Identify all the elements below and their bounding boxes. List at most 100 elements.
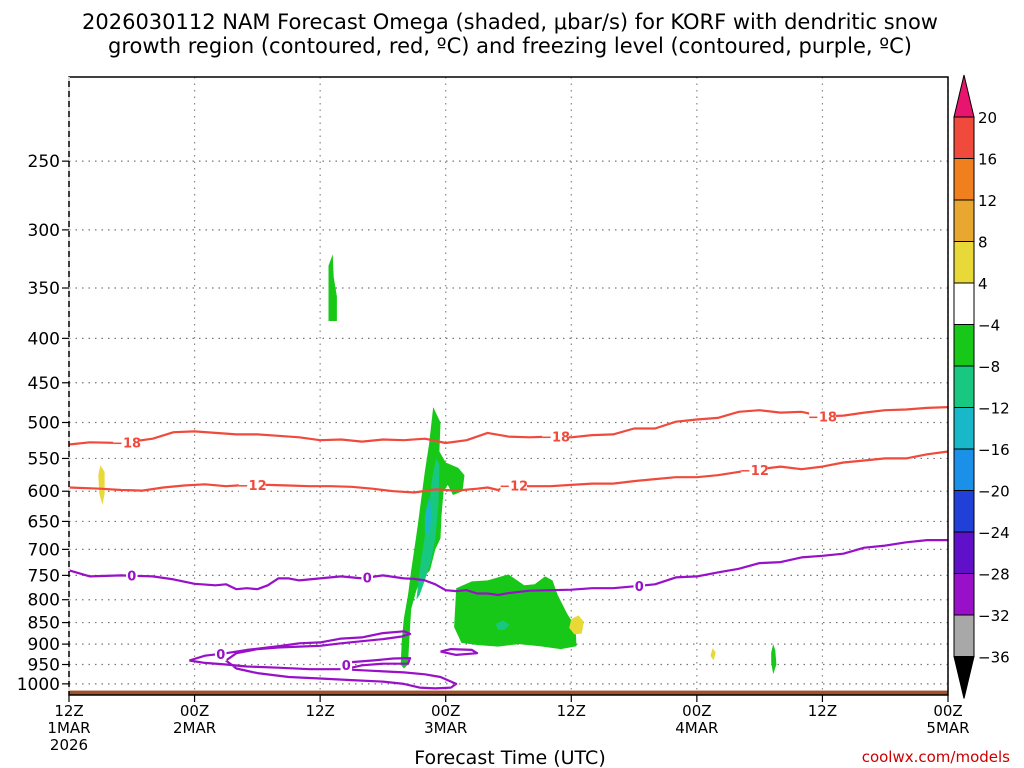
contour-label: 0 bbox=[342, 659, 351, 674]
colorbar-label: −32 bbox=[978, 607, 1010, 625]
colorbar-swatch bbox=[953, 365, 975, 408]
contour-label-bg bbox=[809, 409, 836, 424]
omega-region bbox=[328, 254, 337, 321]
contour-label-bg bbox=[126, 568, 138, 583]
contour-label: 0 bbox=[127, 570, 136, 585]
contour-label: 0 bbox=[635, 580, 644, 595]
contour-label-bg bbox=[214, 646, 227, 661]
contour-minus18 bbox=[68, 406, 949, 446]
chart-title-line2: growth region (contoured, red, ºC) and f… bbox=[108, 34, 912, 58]
contour-lines: −18 −18 −18 −12 −12 −12 0 0 0 0 0 bbox=[68, 406, 949, 690]
y-tick-label: 1000 bbox=[17, 675, 60, 695]
y-tick-label: 400 bbox=[28, 329, 60, 349]
contour-zero_lower_outer bbox=[188, 630, 458, 690]
y-tick-label: 750 bbox=[28, 566, 60, 586]
y-tick-label: 600 bbox=[28, 482, 60, 502]
y-tick-label: 300 bbox=[28, 221, 60, 241]
colorbar-label: −12 bbox=[978, 400, 1010, 418]
colorbar-bottom-arrow bbox=[953, 656, 975, 699]
x-tick-label: 00Z bbox=[431, 702, 460, 720]
colorbar-label: 20 bbox=[978, 109, 997, 127]
omega-region bbox=[710, 648, 716, 661]
colorbar: 20 16 12 8 4 −4 −8 −12 −16 −20 −24 −28 −32 −36 bbox=[953, 74, 1010, 699]
contour-label: 0 bbox=[216, 648, 225, 663]
colorbar-swatch bbox=[953, 573, 975, 616]
y-tick-label: 250 bbox=[28, 152, 60, 172]
colorbar-swatch bbox=[953, 282, 975, 325]
contour-zero_upper bbox=[68, 539, 948, 597]
y-tick-label: 450 bbox=[28, 374, 60, 394]
y-tick-label: 700 bbox=[28, 540, 60, 560]
colorbar-swatch bbox=[953, 158, 975, 201]
omega-region bbox=[454, 574, 577, 650]
y-tick-label: 800 bbox=[28, 591, 60, 611]
x-tick-label: 12Z bbox=[54, 702, 83, 720]
contour-label-bg bbox=[500, 478, 527, 493]
colorbar-label: 4 bbox=[978, 275, 988, 293]
contour-label-bg bbox=[238, 477, 266, 492]
x-tick-label: 1MAR bbox=[47, 719, 90, 737]
colorbar-label: −8 bbox=[978, 358, 1000, 376]
y-tick-label: 950 bbox=[28, 656, 60, 676]
terrain-strip bbox=[69, 690, 948, 695]
contour-label: −12 bbox=[238, 479, 267, 494]
colorbar-top-arrow bbox=[953, 74, 975, 118]
contour-label: −12 bbox=[740, 464, 769, 479]
colorbar-swatch bbox=[953, 490, 975, 533]
contour-zero_lower_loop bbox=[440, 648, 479, 656]
colorbar-swatch bbox=[953, 116, 975, 159]
y-axis: 2503003504004505005506006507007508008509… bbox=[17, 152, 69, 695]
omega-region bbox=[98, 465, 105, 505]
y-tick-label: 350 bbox=[28, 279, 60, 299]
colorbar-label: −20 bbox=[978, 483, 1010, 501]
colorbar-swatch bbox=[953, 199, 975, 242]
y-tick-label: 650 bbox=[28, 512, 60, 532]
contour-label-bg bbox=[542, 429, 569, 444]
contour-label-bg bbox=[113, 435, 140, 450]
plot-area: −18 −18 −18 −12 −12 −12 0 0 0 0 0 250 300 350 400 450 50… bbox=[17, 74, 1010, 754]
colorbar-swatch bbox=[953, 448, 975, 491]
x-tick-label: 4MAR bbox=[675, 719, 718, 737]
contour-label-bg bbox=[361, 570, 373, 585]
x-tick-label: 00Z bbox=[933, 702, 962, 720]
x-tick-label: 12Z bbox=[557, 702, 586, 720]
contour-label: −18 bbox=[112, 436, 141, 451]
contour-label: −12 bbox=[499, 480, 528, 495]
x-tick-label: 2026 bbox=[50, 736, 88, 754]
colorbar-label: −36 bbox=[978, 649, 1010, 667]
colorbar-swatch bbox=[953, 531, 975, 574]
contour-label: 0 bbox=[363, 572, 372, 587]
colorbar-label: 8 bbox=[978, 234, 988, 252]
colorbar-swatch bbox=[953, 324, 975, 367]
colorbar-label: 12 bbox=[978, 192, 997, 210]
y-tick-label: 550 bbox=[28, 449, 60, 469]
omega-shaded-regions bbox=[98, 254, 777, 675]
x-tick-label: 2MAR bbox=[173, 719, 216, 737]
contour-label-bg bbox=[741, 462, 768, 477]
x-tick-label: 5MAR bbox=[926, 719, 969, 737]
colorbar-swatch bbox=[953, 614, 975, 657]
colorbar-swatch bbox=[953, 407, 975, 450]
contour-zero_lower_inner bbox=[340, 657, 412, 669]
y-tick-label: 850 bbox=[28, 614, 60, 634]
colorbar-label: −24 bbox=[978, 524, 1010, 542]
credit-text: coolwx.com/models bbox=[862, 748, 1010, 766]
omega-region bbox=[495, 620, 510, 630]
chart-title-line1: 2026030112 NAM Forecast Omega (shaded, μ… bbox=[82, 10, 938, 34]
contour-label: −18 bbox=[808, 410, 837, 425]
omega-region bbox=[569, 615, 584, 635]
contour-label-bg bbox=[340, 657, 353, 672]
contour-label-bg bbox=[633, 578, 646, 593]
colorbar-label: −28 bbox=[978, 566, 1010, 584]
x-tick-label: 12Z bbox=[305, 702, 334, 720]
colorbar-label: −16 bbox=[978, 441, 1010, 459]
plot-frame bbox=[68, 76, 949, 696]
y-tick-label: 900 bbox=[28, 635, 60, 655]
x-tick-label: 00Z bbox=[180, 702, 209, 720]
colorbar-label: 16 bbox=[978, 151, 997, 169]
x-tick-label: 12Z bbox=[808, 702, 837, 720]
x-tick-label: 3MAR bbox=[424, 719, 467, 737]
y-tick-label: 500 bbox=[28, 413, 60, 433]
